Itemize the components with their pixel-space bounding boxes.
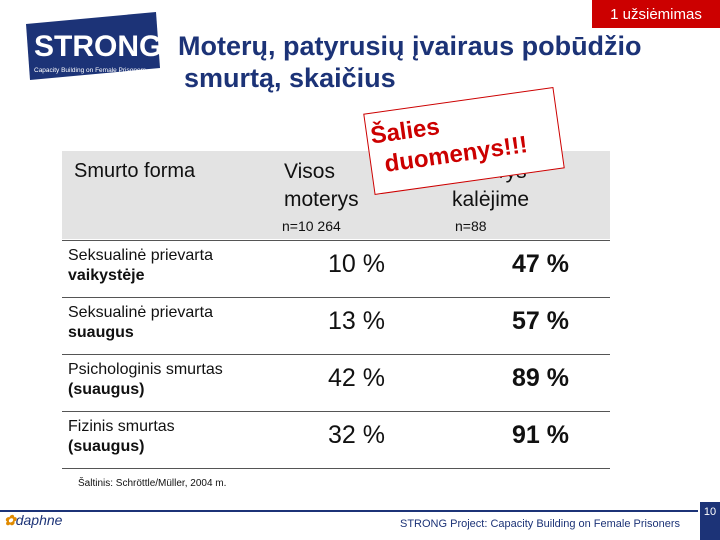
value-prison: 91 %: [512, 421, 569, 449]
title-line-2: smurtą, skaičius: [184, 63, 396, 93]
strong-logo: STRONG Capacity Building on Female Priso…: [26, 12, 162, 80]
row-divider: [62, 468, 610, 469]
value-all: 42 %: [328, 364, 385, 392]
row-divider: [62, 411, 610, 412]
table-row: Seksualinė prievarta suaugus 13 % 57 %: [68, 304, 569, 341]
logo-tagline: Capacity Building on Female Prisoners: [34, 67, 147, 74]
row-divider: [62, 354, 610, 355]
value-prison: 57 %: [512, 307, 569, 335]
source-note: Šaltinis: Schröttle/Müller, 2004 m.: [78, 478, 227, 489]
row-divider: [62, 297, 610, 298]
footer-project: STRONG Project: Capacity Building on Fem…: [400, 518, 680, 530]
value-all: 10 %: [328, 250, 385, 278]
value-all: 32 %: [328, 421, 385, 449]
footer-divider: [0, 510, 698, 512]
sample-size-all: n=10 264: [282, 218, 341, 234]
table-body: Seksualinė prievarta vaikystėje 10 % 47 …: [62, 240, 610, 468]
logo-text: STRONG: [34, 30, 162, 63]
header-form: Smurto forma: [74, 160, 196, 182]
value-all: 13 %: [328, 307, 385, 335]
section-badge: 1 užsiėmimas: [592, 0, 720, 28]
table-row: Seksualinė prievarta vaikystėje 10 % 47 …: [68, 247, 569, 284]
value-prison: 47 %: [512, 250, 569, 278]
table-row: Psichologinis smurtas (suaugus) 42 % 89 …: [68, 361, 569, 398]
slide-title: Moterų, patyrusių įvairaus pobūdžio smur…: [178, 30, 658, 94]
table-row: Fizinis smurtas (suaugus) 32 % 91 %: [68, 418, 569, 455]
title-line-1: Moterų, patyrusių įvairaus pobūdžio: [178, 31, 642, 61]
sample-size-prison: n=88: [455, 218, 487, 234]
page-number: 10: [700, 502, 720, 540]
row-divider: [62, 240, 610, 241]
header-all-women: Visos moterys: [284, 160, 359, 211]
value-prison: 89 %: [512, 364, 569, 392]
daphne-logo: ✿daphne: [4, 512, 63, 528]
